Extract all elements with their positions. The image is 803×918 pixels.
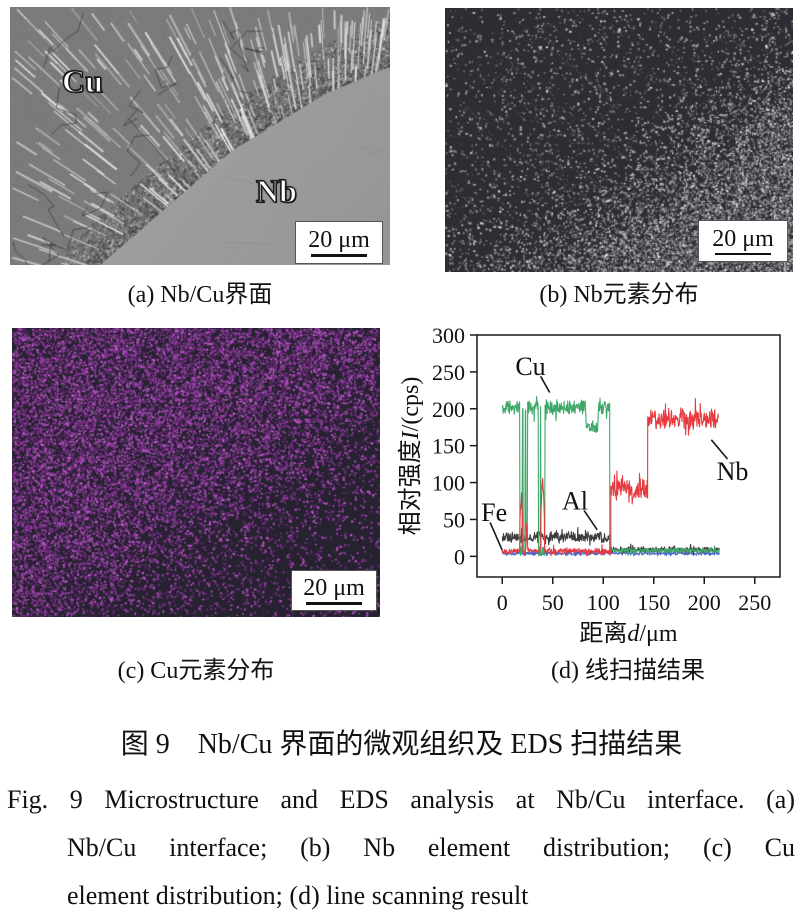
series-nb: [501, 398, 719, 557]
annotation-leader-fe: [489, 522, 504, 551]
eds-line-scan-plot: 0 50 100 150 200 250 300 0 50 100 150 200 250 相对强度I/(…: [397, 323, 781, 647]
annotation-label-al: Al: [562, 486, 588, 515]
y-tick-label: 150: [432, 434, 465, 459]
scale-bar-text: 20 μm: [308, 227, 370, 254]
annotation-label-fe: Fe: [481, 498, 507, 527]
panel-d-line-scan-chart: 0 50 100 150 200 250 300 0 50 100 150 200 250 相对强度I/(…: [397, 323, 800, 657]
annotation-leader-nb: [710, 439, 729, 460]
y-tick-label: 300: [432, 323, 465, 348]
annotation-leader-cu: [539, 375, 551, 393]
plot-box: [476, 334, 781, 578]
figure-caption-english-line3: element distribution; (d) line scanning …: [67, 881, 529, 910]
panel-c-cu-map: 20 μm: [12, 328, 380, 617]
figure-caption-chinese: 图 9 Nb/Cu 界面的微观组织及 EDS 扫描结果: [120, 729, 683, 760]
annotation-label-nb: Nb: [717, 457, 749, 486]
y-tick-label: 100: [432, 471, 465, 496]
scale-bar-text: 20 μm: [303, 575, 365, 602]
annotation-label-cu: Cu: [515, 352, 545, 381]
x-tick-label: 50: [542, 590, 564, 615]
y-tick-label: 200: [432, 397, 465, 422]
panel-a-nb-label: Nb: [255, 173, 297, 209]
scale-bar-line: [311, 254, 367, 257]
panel-c-scale-bar: 20 μm: [291, 570, 377, 611]
scale-bar-line: [715, 252, 771, 256]
panel-d-caption: (d) 线扫描结果: [551, 658, 705, 684]
cu-element-map-canvas: [12, 328, 380, 617]
x-tick-label: 250: [738, 590, 771, 615]
panel-a-scale-bar: 20 μm: [295, 221, 383, 264]
panel-b-scale-bar: 20 μm: [698, 220, 788, 262]
y-tick-label: 50: [443, 507, 465, 532]
x-tick-label: 200: [688, 590, 721, 615]
annotation-leader-al: [583, 510, 598, 531]
y-tick-label: 0: [454, 544, 465, 569]
panel-b-nb-map: 20 μm: [445, 8, 793, 272]
x-tick-label: 100: [587, 590, 620, 615]
panel-a-sem-image: Cu Nb 20 μm: [10, 7, 390, 265]
x-axis-title: 距离d/μm: [579, 620, 678, 647]
y-tick-label: 250: [432, 360, 465, 385]
scale-bar-text: 20 μm: [712, 225, 774, 252]
panel-a-caption: (a) Nb/Cu界面: [127, 282, 273, 308]
scale-bar-line: [306, 602, 362, 605]
panel-a-cu-label: Cu: [61, 63, 103, 99]
panel-b-caption: (b) Nb元素分布: [539, 282, 699, 308]
figure-caption-english-line2: Nb/Cu interface; (b) Nb element distribu…: [67, 833, 795, 862]
x-tick-label: 150: [637, 590, 670, 615]
panel-c-caption: (c) Cu元素分布: [117, 658, 275, 684]
y-axis-title: 相对强度I/(cps): [397, 377, 424, 536]
x-tick-label: 0: [497, 590, 508, 615]
figure-caption-english-line1: Fig. 9 Microstructure and EDS analysis a…: [7, 785, 795, 814]
